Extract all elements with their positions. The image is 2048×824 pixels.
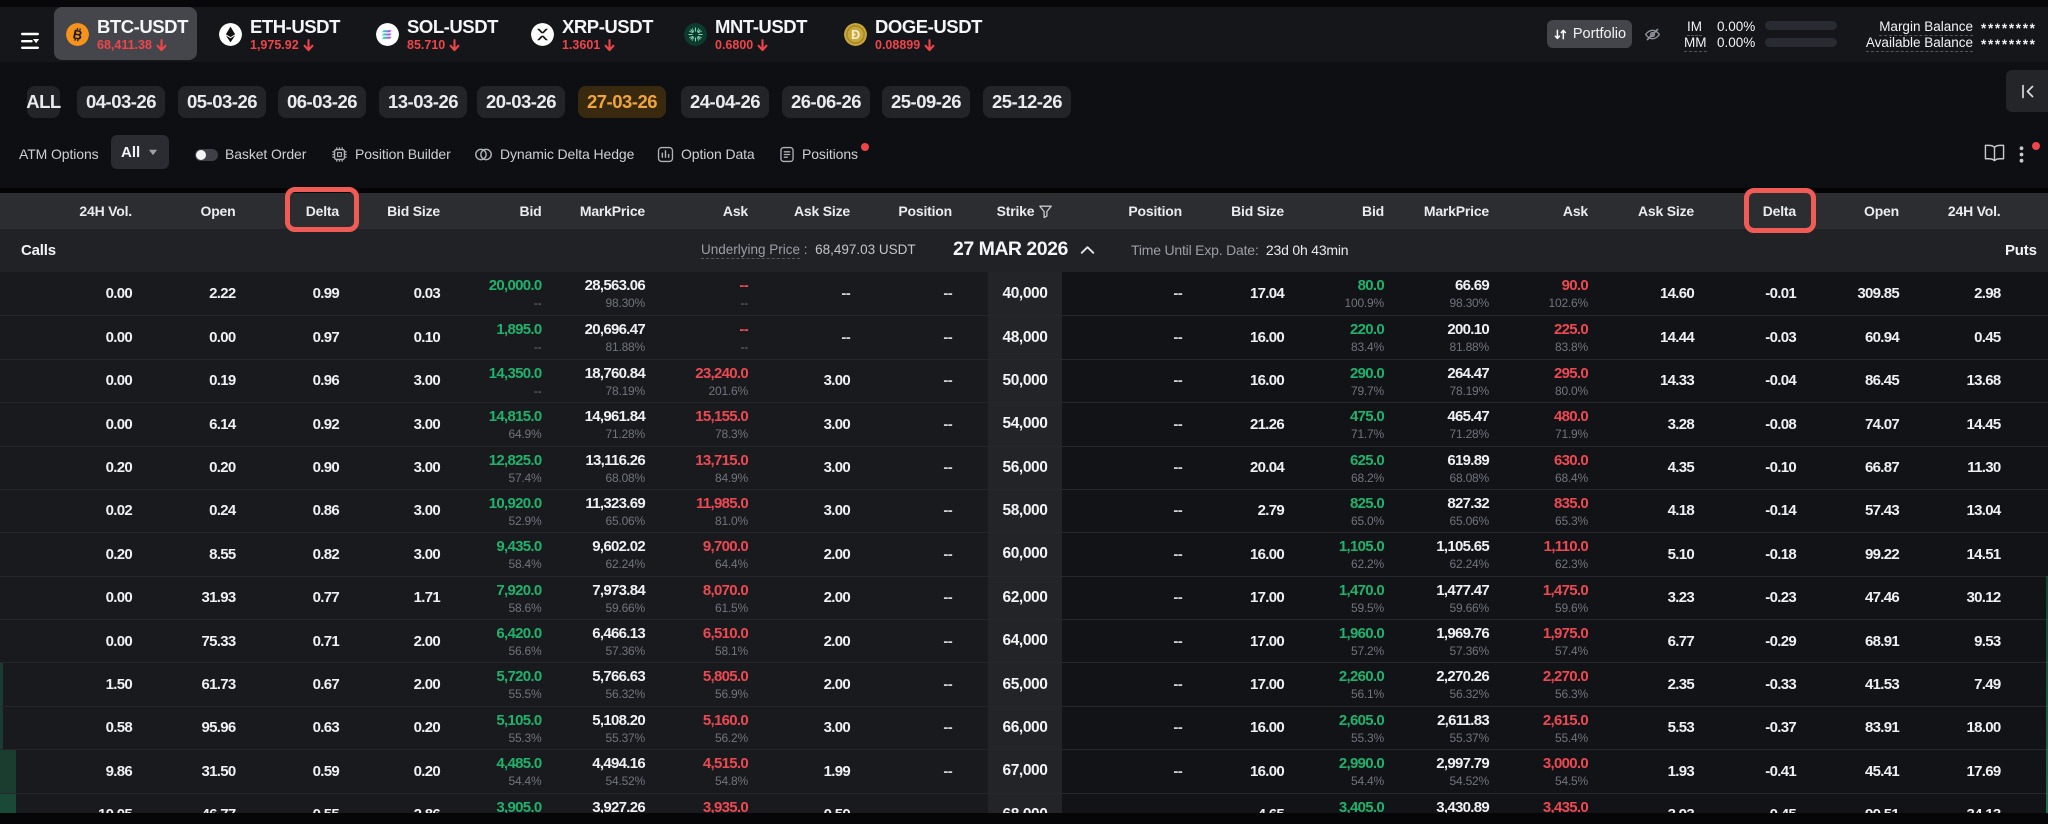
svg-text:B: B bbox=[72, 26, 84, 43]
svg-text:D: D bbox=[851, 28, 860, 42]
